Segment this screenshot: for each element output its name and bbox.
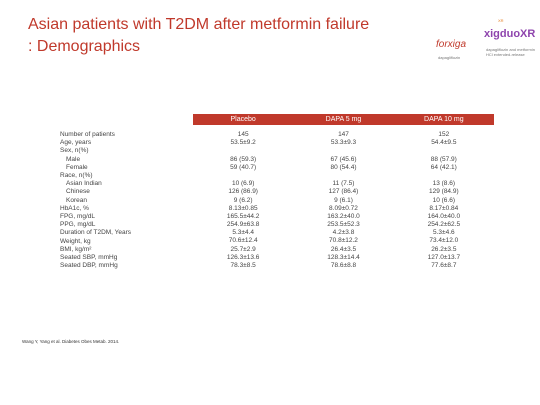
row-label: Chinese	[66, 188, 90, 196]
table-cell: 26.4±3.5	[330, 245, 357, 253]
dapa-5mg-column: 147 53.3±9.3 67 (45.6) 80 (54.4) 11 (7.5) 127…	[293, 131, 393, 270]
column-header-dapa-5mg: DAPA 5 mg	[325, 116, 362, 123]
table-cell	[394, 147, 494, 155]
row-label: Seated SBP, mmHg	[60, 254, 118, 262]
row-label: Seated DBP, mmHg	[60, 262, 118, 270]
slide-title: Asian patients with T2DM after metformin…	[28, 14, 428, 58]
placebo-column: 145 53.5±9.2 86 (59.3) 59 (40.7) 10 (6.9) 126…	[193, 131, 293, 270]
row-label: PPG, mg/dL	[60, 221, 96, 229]
table-cell	[394, 172, 494, 180]
table-cell: 80 (54.4)	[330, 163, 357, 171]
table-cell	[293, 172, 393, 180]
table-cell: 152	[438, 131, 450, 138]
row-label: Race, n(%)	[60, 172, 93, 180]
row-label: Asian Indian	[66, 180, 102, 188]
table-cell: 165.5±44.2	[226, 212, 260, 220]
table-cell: 78.3±8.5	[230, 262, 256, 269]
row-label: Weight, kg	[60, 237, 91, 245]
table-cell: 54.4±9.5	[431, 139, 457, 147]
table-cell: 4.2±3.8	[332, 229, 355, 237]
dapa-10mg-column: 152 54.4±9.5 88 (57.9) 64 (42.1) 13 (8.6) 129…	[394, 131, 494, 270]
forxiga-sub: dapagliflozin	[438, 55, 461, 60]
xigduo-logo: XR xigduoXR dapagliflozin and metformin …	[482, 18, 540, 73]
row-label: Female	[66, 163, 88, 171]
row-label: FPG, mg/dL	[60, 213, 96, 221]
table-cell: 9 (6.1)	[334, 196, 353, 204]
table-cell: 5.3±4.4	[232, 229, 254, 237]
table-cell: 127 (86.4)	[328, 188, 359, 196]
forxiga-brand: forxiga	[436, 39, 467, 50]
row-label: Age, years	[60, 139, 92, 147]
row-label: Male	[66, 155, 81, 163]
table-cell: 126.3±13.6	[226, 253, 260, 261]
table-cell: 73.4±12.0	[429, 237, 459, 245]
table-cell: 53.5±9.2	[230, 139, 256, 147]
table-cell: 129 (84.9)	[429, 188, 459, 196]
table-cell	[193, 172, 293, 180]
table-cell: 67 (45.6)	[330, 155, 357, 163]
xigduo-top: XR	[498, 18, 504, 23]
table-cell	[193, 147, 293, 155]
slide-title-line-1: Asian patients with T2DM after metformin…	[28, 16, 370, 33]
table-cell: 163.2±40.0	[327, 212, 360, 220]
table-cell: 77.6±8.7	[431, 262, 457, 269]
table-cell: 53.3±9.3	[330, 139, 357, 147]
table-cell: 253.5±52.3	[327, 221, 360, 229]
row-label: Korean	[66, 196, 87, 204]
table-cell: 10 (6.9)	[231, 180, 255, 188]
table-cell: 5.3±4.6	[433, 229, 455, 237]
table-cell: 25.7±2.9	[230, 245, 256, 253]
table-cell: 8.09±0.72	[329, 204, 358, 212]
table-cell: 147	[338, 131, 349, 138]
table-header-row: Placebo DAPA 5 mg DAPA 10 mg	[193, 114, 494, 125]
table-cell: 13 (8.6)	[432, 180, 456, 188]
table-cell: 26.2±3.5	[431, 245, 457, 253]
table-cell: 128.3±14.4	[327, 253, 360, 261]
xigduo-brand: xigduoXR	[484, 28, 536, 40]
row-label: Duration of T2DM, Years	[60, 229, 132, 237]
table-cell: 8.17±0.84	[429, 204, 459, 212]
row-label: Number of patients	[60, 131, 115, 138]
table-cell: 9 (6.2)	[233, 196, 253, 204]
table-cell: 70.6±12.4	[228, 237, 258, 245]
table-cell: 164.0±40.0	[427, 212, 461, 220]
table-cell: 126 (86.9)	[228, 188, 258, 196]
slide-title-line-2: : Demographics	[28, 38, 141, 55]
row-label: BMI, kg/m²	[60, 245, 92, 253]
column-header-placebo: Placebo	[230, 116, 256, 123]
footnote: Wang Y, Yang et al. Diabetes Obes Metab.…	[22, 339, 120, 344]
column-header-dapa-10mg: DAPA 10 mg	[424, 116, 464, 123]
table-cell: 86 (59.3)	[230, 155, 257, 163]
table-cell: 11 (7.5)	[332, 180, 355, 188]
table-cell: 78.6±8.8	[330, 262, 357, 269]
table-cell: 59 (40.7)	[230, 163, 257, 171]
xigduo-sub: dapagliflozin and metformin HCl extended…	[486, 47, 535, 57]
table-cell: 64 (42.1)	[430, 163, 457, 171]
table-cell: 127.0±13.7	[427, 253, 461, 261]
table-cell: 8.13±0.85	[228, 204, 258, 212]
table-cell: 10 (6.6)	[432, 196, 456, 204]
row-labels: Number of patients Age, years Sex, n(%) Mal…	[60, 131, 190, 270]
table-cell: 88 (57.9)	[430, 155, 457, 163]
forxiga-logo: forxiga dapagliflozin	[436, 33, 478, 63]
table-cell: 145	[237, 131, 249, 138]
table-cell: 254.2±62.5	[427, 221, 461, 229]
table-cell	[293, 147, 393, 155]
table-values: 145 53.5±9.2 86 (59.3) 59 (40.7) 10 (6.9) 126…	[193, 131, 494, 270]
table-cell: 254.9±63.8	[226, 221, 260, 229]
row-label: HbA1c, %	[60, 204, 89, 212]
table-cell: 70.8±12.2	[329, 237, 358, 245]
row-label: Sex, n(%)	[60, 147, 89, 155]
